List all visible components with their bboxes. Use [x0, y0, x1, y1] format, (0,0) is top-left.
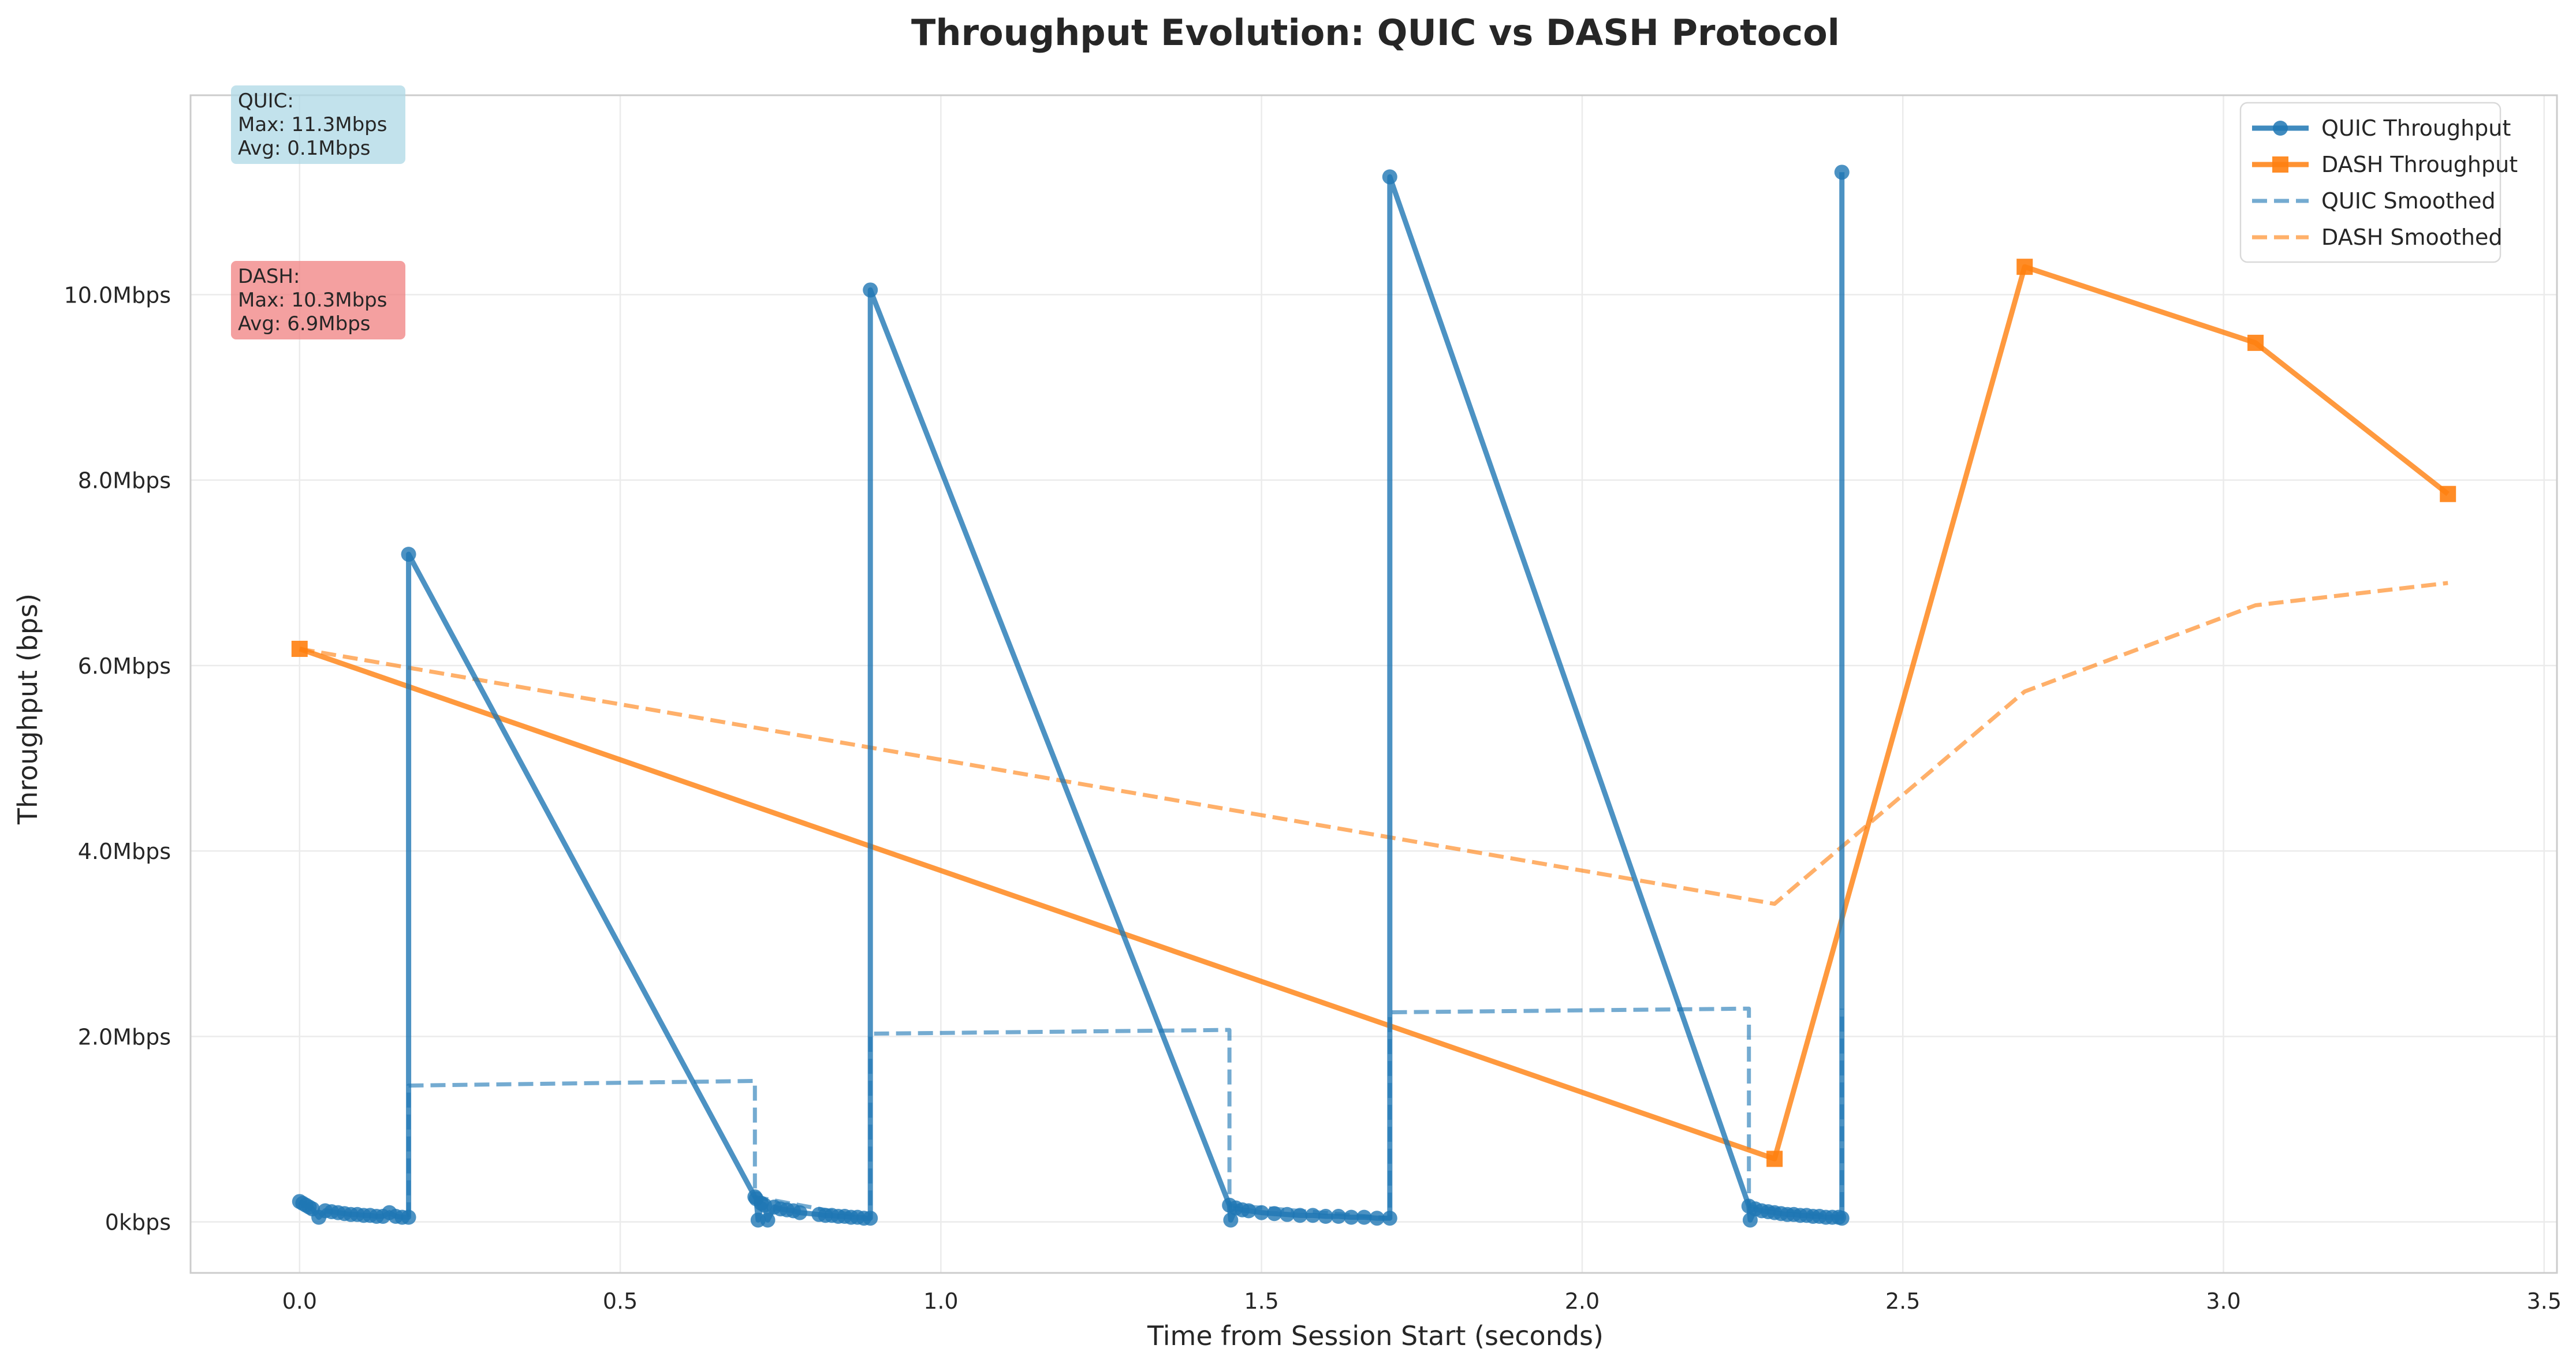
legend-entry: QUIC Throughput [2252, 115, 2511, 141]
annotation-box [231, 261, 405, 339]
legend: QUIC Throughput DASH Throughput QUIC Smoot… [2239, 102, 2518, 263]
legend-entry: QUIC Smoothed [2252, 188, 2496, 214]
data-point [1369, 1211, 1385, 1226]
legend-label: QUIC Smoothed [2321, 188, 2496, 214]
series-dash-throughput [291, 259, 2456, 1167]
series-quic-smoothed [407, 1006, 1844, 1220]
plot-area-frame [189, 94, 2558, 1274]
y-tick-label: 0kbps [105, 1210, 171, 1235]
data-point [1305, 1208, 1321, 1223]
legend-entry: DASH Smoothed [2252, 225, 2502, 250]
x-tick-label: 2.5 [1885, 1288, 1920, 1314]
data-point [1318, 1209, 1333, 1224]
data-point [1266, 1206, 1282, 1222]
annotation-text: Avg: 0.1Mbps [238, 137, 371, 160]
annotation-box [231, 85, 405, 164]
axis-ticks: 0.0 0.5 1.0 1.5 2.0 2.5 3.0 3.5 0kbps 2.0Mbps 4.0M… [64, 282, 2562, 1314]
data-point [2247, 334, 2264, 351]
data-point [401, 547, 416, 562]
data-point [1382, 1211, 1397, 1226]
annotation-text: Avg: 6.9Mbps [238, 312, 371, 335]
data-point [1223, 1212, 1239, 1228]
x-tick-label: 0.5 [603, 1288, 638, 1314]
data-point [792, 1205, 808, 1220]
data-point [1834, 165, 1850, 180]
annotation-text: Max: 11.3Mbps [238, 113, 387, 136]
legend-label: QUIC Throughput [2321, 115, 2511, 141]
series-dash-smoothed [299, 581, 2448, 906]
annotation-text: QUIC: [238, 89, 294, 113]
data-point [2440, 485, 2456, 502]
y-tick-label: 2.0Mbps [78, 1024, 171, 1049]
data-point [1330, 1209, 1346, 1224]
legend-box [2239, 102, 2502, 263]
series-line [299, 581, 2448, 906]
data-point [291, 640, 308, 657]
y-tick-label: 4.0Mbps [78, 839, 171, 864]
y-tick-label: 10.0Mbps [64, 282, 171, 308]
x-tick-label: 3.0 [2206, 1288, 2241, 1314]
grid-lines [191, 95, 2557, 1273]
legend-label: DASH Throughput [2321, 152, 2518, 177]
series-quic-throughput [292, 165, 1850, 1228]
x-tick-label: 0.0 [282, 1288, 317, 1314]
data-point [1292, 1208, 1308, 1223]
data-point [1280, 1207, 1295, 1222]
y-tick-label: 8.0Mbps [78, 468, 171, 494]
data-point [401, 1209, 416, 1225]
legend-marker [2273, 121, 2288, 136]
data-point [1834, 1211, 1850, 1226]
data-point [1241, 1203, 1257, 1219]
legend-label: DASH Smoothed [2321, 225, 2502, 250]
annotation-text: DASH: [238, 265, 300, 288]
data-point [1344, 1209, 1359, 1225]
data-point [863, 282, 878, 298]
y-tick-label: 6.0Mbps [78, 653, 171, 679]
data-point [1766, 1151, 1783, 1167]
x-tick-label: 2.0 [1565, 1288, 1600, 1314]
x-tick-label: 1.0 [923, 1288, 958, 1314]
legend-entry: DASH Throughput [2252, 152, 2518, 177]
annotation-text: Max: 10.3Mbps [238, 289, 387, 312]
legend-marker [2272, 156, 2288, 173]
data-point [1356, 1209, 1372, 1225]
x-axis-label: Time from Session Start (seconds) [1147, 1320, 1604, 1351]
data-point [2016, 259, 2033, 275]
x-tick-label: 1.5 [1244, 1288, 1278, 1314]
chart-title: Throughput Evolution: QUIC vs DASH Proto… [911, 12, 1840, 54]
data-point [1254, 1205, 1269, 1220]
data-point [1382, 169, 1397, 185]
series-line [407, 1006, 1844, 1220]
data-point [863, 1211, 878, 1226]
x-tick-label: 3.5 [2527, 1288, 2562, 1314]
data-point [760, 1212, 776, 1228]
series-layer [291, 165, 2456, 1228]
y-axis-label: Throughput (bps) [12, 593, 43, 825]
